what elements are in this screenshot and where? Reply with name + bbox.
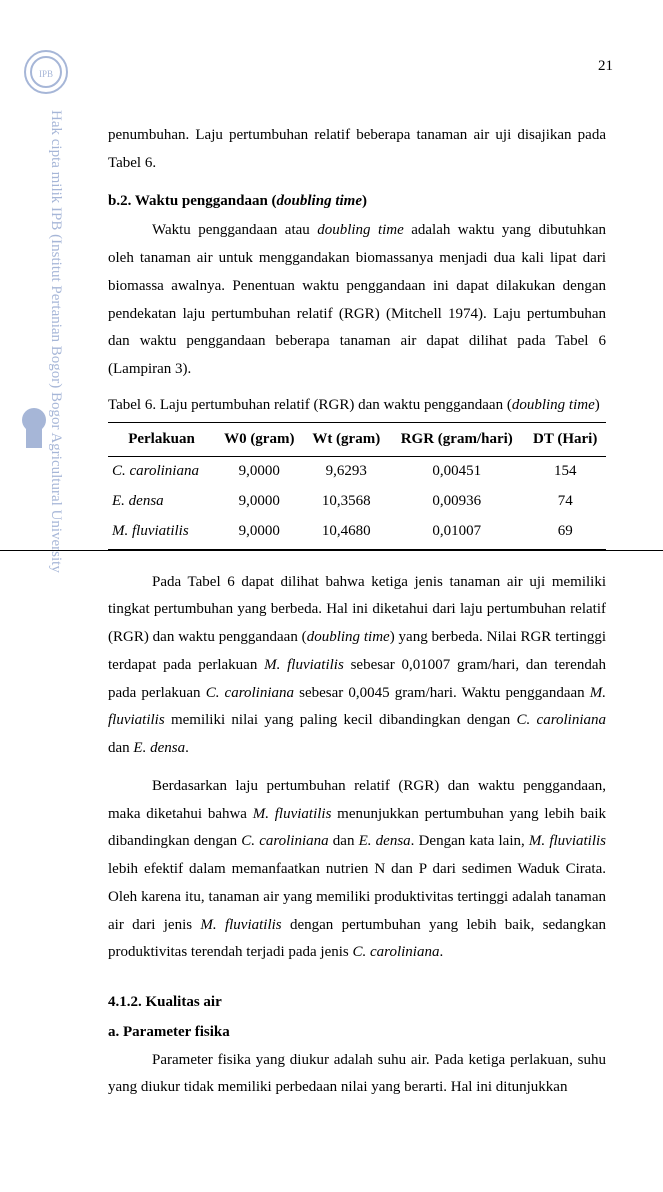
italic-phrase: M. fluviatilis <box>200 917 281 933</box>
page-number: 21 <box>598 58 613 75</box>
cell-species: E. densa <box>108 487 215 517</box>
italic-phrase: C. caroliniana <box>206 685 294 701</box>
table-caption-prefix: Tabel 6. Laju pertumbuhan relatif (RGR) … <box>108 397 512 413</box>
cell-wt: 10,3568 <box>303 487 389 517</box>
watermark-logo-text: IPB <box>39 69 53 79</box>
after-table-p2: Berdasarkan laju pertumbuhan relatif (RG… <box>108 773 606 967</box>
heading-412: 4.1.2. Kualitas air <box>108 989 606 1017</box>
after-table-p1: Pada Tabel 6 dapat dilihat bahwa ketiga … <box>108 569 606 763</box>
italic-phrase: C. caroliniana <box>353 944 440 960</box>
italic-phrase: doubling time <box>317 222 404 238</box>
heading-b2-italic: doubling time <box>277 193 362 209</box>
italic-phrase: M. fluviatilis <box>264 657 344 673</box>
cell-dt: 74 <box>524 487 606 517</box>
cell-rgr: 0,01007 <box>389 517 524 549</box>
table-header-row: Perlakuan W0 (gram) Wt (gram) RGR (gram/… <box>108 422 606 457</box>
cell-wt: 9,6293 <box>303 457 389 487</box>
cell-rgr: 0,00451 <box>389 457 524 487</box>
italic-phrase: doubling time <box>307 629 390 645</box>
heading-b2-prefix: b.2. Waktu penggandaan ( <box>108 193 277 209</box>
species-name: M. fluviatilis <box>112 523 189 539</box>
italic-phrase: M. fluviatilis <box>529 833 606 849</box>
table-body: C. caroliniana9,00009,62930,00451154E. d… <box>108 457 606 549</box>
species-name: E. densa <box>112 493 164 509</box>
b2-body: Waktu penggandaan atau doubling time ada… <box>108 217 606 384</box>
heading-b2-suffix: ) <box>362 193 367 209</box>
col-rgr: RGR (gram/hari) <box>389 422 524 457</box>
cell-w0: 9,0000 <box>215 457 303 487</box>
col-perlakuan: Perlakuan <box>108 422 215 457</box>
table-caption-suffix: ) <box>595 397 600 413</box>
cell-species: M. fluviatilis <box>108 517 215 549</box>
watermark: IPB Hak cipta milik IPB (Institut Pertan… <box>22 50 70 1130</box>
col-dt: DT (Hari) <box>524 422 606 457</box>
col-wt: Wt (gram) <box>303 422 389 457</box>
table-row: E. densa 9,000010,35680,0093674 <box>108 487 606 517</box>
cell-wt: 10,4680 <box>303 517 389 549</box>
cell-dt: 154 <box>524 457 606 487</box>
intro-continuation: penumbuhan. Laju pertumbuhan relatif beb… <box>108 122 606 178</box>
col-w0: W0 (gram) <box>215 422 303 457</box>
cell-w0: 9,0000 <box>215 487 303 517</box>
table-6: Perlakuan W0 (gram) Wt (gram) RGR (gram/… <box>108 422 606 550</box>
italic-phrase: E. densa <box>359 833 411 849</box>
cell-rgr: 0,00936 <box>389 487 524 517</box>
italic-phrase: C. caroliniana <box>241 833 328 849</box>
page-content: penumbuhan. Laju pertumbuhan relatif beb… <box>108 122 606 1102</box>
fisika-body: Parameter fisika yang diukur adalah suhu… <box>108 1047 606 1103</box>
italic-phrase: E. densa <box>133 740 185 756</box>
cell-dt: 69 <box>524 517 606 549</box>
cell-species: C. caroliniana <box>108 457 215 487</box>
heading-a: a. Parameter fisika <box>108 1019 606 1047</box>
table-row: C. caroliniana 9,00009,62930,00451154 <box>108 457 606 487</box>
cell-w0: 9,0000 <box>215 517 303 549</box>
table-row: M. fluviatilis 9,000010,46800,0100769 <box>108 517 606 549</box>
table-caption-italic: doubling time <box>512 397 595 413</box>
heading-b2: b.2. Waktu penggandaan (doubling time) <box>108 188 606 216</box>
table-bottom-rule-wide <box>0 550 663 551</box>
table-caption: Tabel 6. Laju pertumbuhan relatif (RGR) … <box>108 392 606 420</box>
italic-phrase: C. caroliniana <box>517 712 606 728</box>
italic-phrase: M. fluviatilis <box>253 806 332 822</box>
watermark-vertical-text: Hak cipta milik IPB (Institut Pertanian … <box>48 110 64 573</box>
species-name: C. caroliniana <box>112 463 199 479</box>
